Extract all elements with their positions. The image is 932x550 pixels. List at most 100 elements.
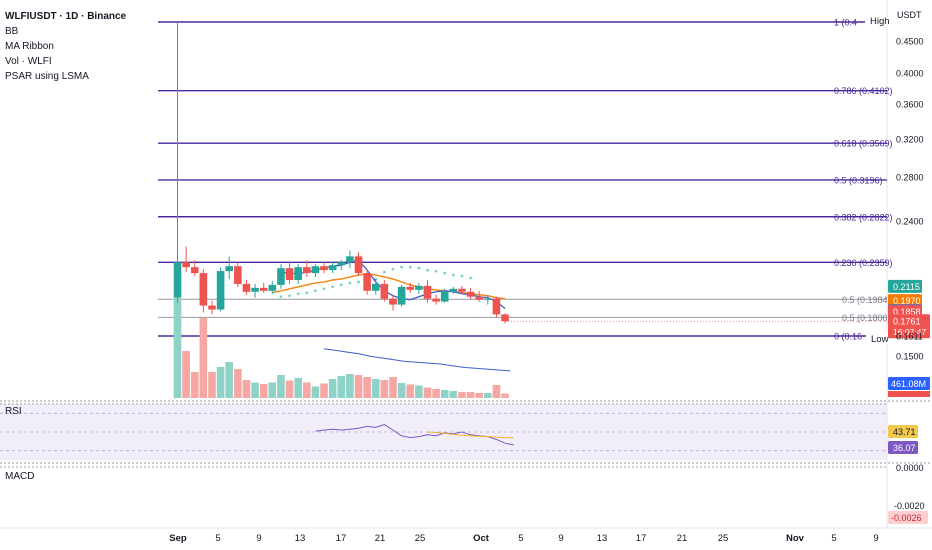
macd-badge-text: -0.0026: [891, 513, 922, 523]
macd-badge: [888, 511, 928, 524]
psar-dot: [469, 276, 472, 280]
fib-level-label: 0 (0.16: [834, 332, 862, 342]
fib-level-label: 0.236 (0.2359): [834, 258, 893, 268]
volume-bar: [415, 385, 423, 398]
time-tick-label: 25: [415, 533, 426, 544]
price-tick-label: 0.3200: [896, 135, 924, 145]
candle-body: [285, 268, 294, 280]
volume-bar: [259, 384, 268, 398]
symbol-title[interactable]: WLFIUSDT · 1D · Binance: [5, 11, 127, 22]
candle-body: [303, 267, 311, 274]
volume-bar: [190, 372, 199, 398]
volume-bar: [432, 389, 440, 398]
candle-body: [294, 267, 302, 280]
time-tick-label: 17: [636, 533, 647, 544]
psar-dot: [382, 270, 386, 274]
indicator-volume[interactable]: Vol · WLFI: [5, 56, 52, 67]
gray-level-label: 0.5 (0.1800): [842, 313, 891, 323]
psar-dot: [288, 294, 291, 298]
candle-body: [371, 283, 380, 291]
fib-level-label: 1 (0.4: [834, 18, 857, 28]
time-tick-label: Sep: [169, 533, 187, 544]
last-price-badge: [888, 314, 930, 339]
price-badge: [888, 294, 922, 308]
low-marker-bg: [866, 332, 888, 345]
time-tick-label: 5: [215, 533, 220, 544]
currency-label: USDT: [897, 10, 922, 20]
candle-body: [397, 286, 406, 305]
volume-bar: [449, 391, 458, 398]
chart-legend: WLFIUSDT · 1D · Binance BB MA Ribbon Vol…: [5, 9, 126, 84]
indicator-psar[interactable]: PSAR using LSMA: [5, 71, 89, 82]
time-tick-label: 13: [597, 533, 608, 544]
price-tick-label: 0.2400: [896, 217, 924, 227]
volume-bar: [311, 386, 320, 398]
candle-body: [415, 285, 423, 290]
low-price-label: 0.1611: [896, 332, 923, 342]
rsi-pane-label[interactable]: RSI: [5, 406, 22, 417]
psar-dot: [460, 274, 464, 278]
time-tick-label: 9: [558, 533, 563, 544]
psar-dot: [408, 265, 412, 269]
psar-dot: [357, 280, 360, 284]
price-tick-label: 0.2800: [896, 173, 924, 183]
volume-bar: [234, 369, 242, 398]
psar-dot: [451, 273, 455, 277]
price-badge: [888, 279, 922, 293]
psar-dot: [434, 269, 438, 273]
candle-body: [190, 267, 199, 274]
indicator-bb[interactable]: BB: [5, 26, 19, 37]
candle-body: [440, 291, 449, 302]
volume-bar: [371, 379, 380, 398]
candle-body: [268, 284, 277, 291]
psar-dot: [391, 267, 395, 271]
candle-body: [199, 273, 208, 306]
candle-body: [337, 262, 346, 266]
psar-dot: [339, 283, 343, 287]
macd-pane-label[interactable]: MACD: [5, 471, 35, 482]
time-tick-label: 21: [677, 533, 688, 544]
candle-body: [225, 266, 234, 272]
volume-bar: [208, 372, 216, 398]
macd-tick-label: 0.0000: [896, 463, 924, 473]
fib-level-label: 0.618 (0.3569): [834, 139, 893, 149]
macd-tick-label: -0.0020: [894, 501, 925, 511]
candle-body: [328, 265, 337, 271]
volume-badge-text: 461.08M: [891, 379, 926, 389]
time-tick-label: Nov: [786, 533, 805, 544]
ma-orange-line: [272, 273, 506, 300]
volume-bar: [406, 384, 415, 398]
volume-bar: [466, 392, 475, 398]
last-price-text: 0.1761: [893, 317, 921, 327]
volume-bar: [303, 382, 311, 398]
indicator-ma-ribbon[interactable]: MA Ribbon: [5, 41, 54, 52]
volume-bar: [397, 383, 406, 398]
fib-level-label: 0.5 (0.3196): [834, 175, 883, 185]
candle-body: [216, 271, 225, 310]
price-badge-text: 0.1858: [893, 307, 921, 317]
volume-bar: [380, 380, 389, 398]
price-badge-text: 0.2115: [893, 282, 920, 292]
psar-dot: [296, 292, 300, 296]
psar-dot: [331, 285, 335, 289]
rsi-ma-badge: [888, 425, 918, 438]
volume-bar: [285, 380, 294, 398]
volume-bar: [268, 382, 277, 398]
volume-bar: [320, 383, 328, 398]
volume-bar: [328, 379, 337, 398]
volume-bar: [216, 367, 225, 398]
psar-dot: [348, 281, 352, 285]
candle-body: [363, 273, 371, 291]
fib-level-label: 0.382 (0.2822): [834, 212, 893, 222]
psar-dot: [279, 295, 283, 299]
volume-bar: [363, 377, 371, 398]
candle-body: [406, 286, 415, 290]
volume-bar: [423, 387, 432, 398]
candle-body: [234, 266, 242, 284]
volume-bar: [346, 374, 354, 398]
candle-body: [484, 298, 492, 300]
volume-bar: [501, 393, 509, 398]
candle-body: [389, 298, 397, 305]
candle-body: [173, 262, 182, 298]
